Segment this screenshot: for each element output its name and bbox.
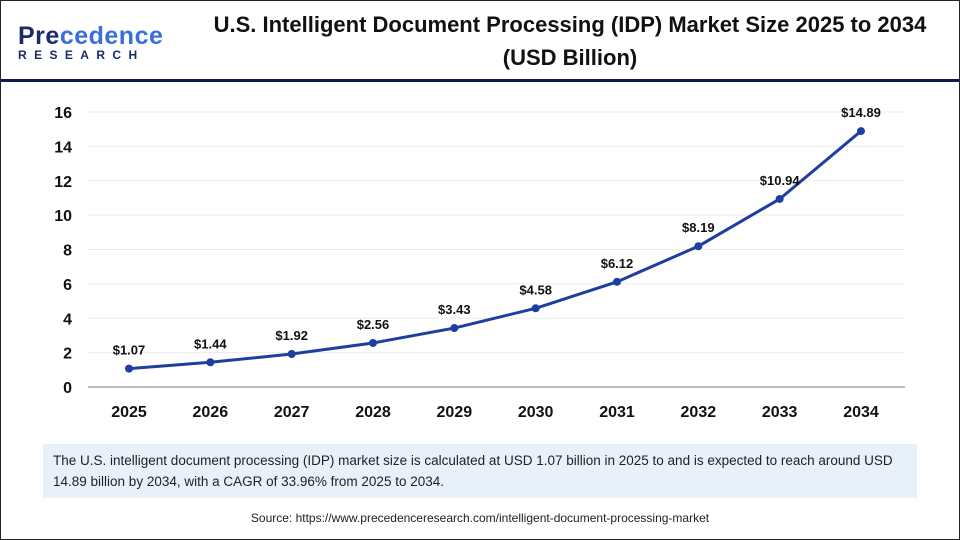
header-divider bbox=[1, 79, 959, 82]
data-label: $4.58 bbox=[519, 282, 552, 297]
series-line bbox=[128, 129, 862, 371]
data-label: $3.43 bbox=[438, 302, 471, 317]
y-tick-label: 14 bbox=[54, 139, 72, 156]
data-label: $6.12 bbox=[601, 256, 634, 271]
data-point bbox=[369, 339, 377, 347]
x-tick-label: 2034 bbox=[843, 404, 879, 421]
logo-line2: RESEARCH bbox=[18, 48, 145, 62]
y-tick-label: 8 bbox=[63, 243, 72, 260]
x-tick-label: 2033 bbox=[762, 404, 798, 421]
y-tick-label: 4 bbox=[63, 311, 72, 328]
x-tick-label: 2025 bbox=[111, 404, 147, 421]
data-label: $1.92 bbox=[275, 328, 308, 343]
x-tick-label: 2029 bbox=[437, 404, 473, 421]
data-point bbox=[125, 364, 133, 373]
data-point bbox=[450, 324, 459, 333]
precedence-research-logo: Precedence RESEARCH bbox=[18, 22, 163, 62]
y-tick-label: 10 bbox=[54, 208, 72, 225]
data-point bbox=[531, 304, 540, 313]
chart-title: U.S. Intelligent Document Processing (ID… bbox=[213, 12, 927, 70]
data-label: $10.94 bbox=[760, 173, 801, 188]
x-tick-label: 2027 bbox=[274, 404, 310, 421]
y-tick-label: 12 bbox=[54, 174, 72, 191]
y-tick-label: 0 bbox=[63, 380, 72, 397]
x-tick-label: 2031 bbox=[599, 404, 635, 421]
data-label: $8.19 bbox=[682, 220, 715, 235]
x-tick-label: 2032 bbox=[681, 404, 717, 421]
x-tick-label: 2026 bbox=[193, 404, 229, 421]
data-point bbox=[694, 242, 703, 251]
data-point bbox=[775, 194, 784, 203]
x-tick-label: 2030 bbox=[518, 404, 554, 421]
data-label: $1.07 bbox=[113, 343, 146, 358]
data-point bbox=[206, 358, 215, 367]
x-tick-label: 2028 bbox=[355, 404, 391, 421]
data-point bbox=[857, 127, 865, 136]
source-text: Source: https://www.precedenceresearch.c… bbox=[250, 511, 710, 525]
logo-line1: Precedence bbox=[18, 22, 164, 50]
data-point bbox=[613, 277, 621, 286]
data-label: $2.56 bbox=[357, 317, 390, 332]
y-tick-label: 6 bbox=[63, 277, 72, 294]
summary-box: The U.S. intelligent document processing… bbox=[43, 444, 917, 498]
data-label: $1.44 bbox=[194, 336, 227, 351]
data-label: $14.89 bbox=[841, 105, 881, 120]
data-point bbox=[287, 350, 296, 358]
y-tick-label: 16 bbox=[54, 105, 72, 122]
y-tick-label: 2 bbox=[63, 346, 72, 363]
